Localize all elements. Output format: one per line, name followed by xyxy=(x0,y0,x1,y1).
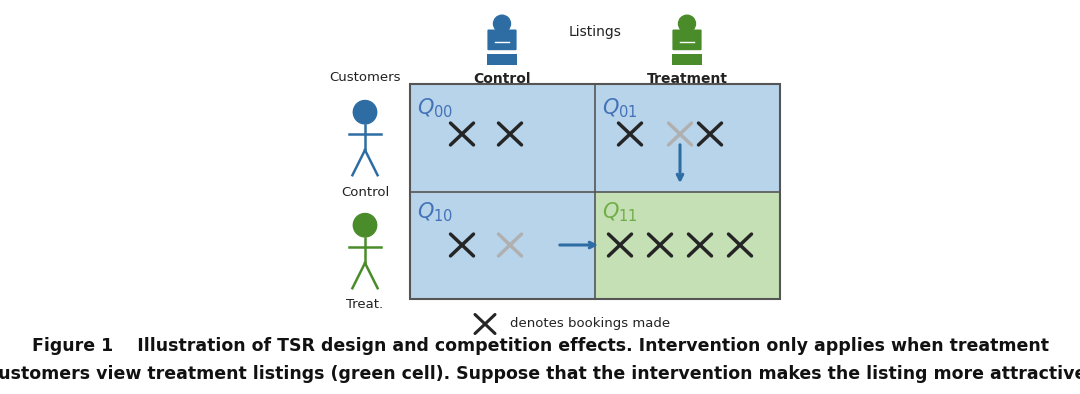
Text: $Q_{10}$: $Q_{10}$ xyxy=(417,200,454,224)
Bar xyxy=(410,84,595,192)
Circle shape xyxy=(353,214,377,237)
Circle shape xyxy=(678,15,696,32)
Text: Customers: Customers xyxy=(329,71,401,84)
Bar xyxy=(595,84,780,192)
Text: $Q_{11}$: $Q_{11}$ xyxy=(602,200,637,224)
Bar xyxy=(410,84,780,299)
FancyBboxPatch shape xyxy=(487,30,516,50)
Text: $Q_{01}$: $Q_{01}$ xyxy=(602,96,637,120)
Text: Figure 1    Illustration of TSR design and competition effects. Intervention onl: Figure 1 Illustration of TSR design and … xyxy=(31,337,1049,355)
Text: Treat.: Treat. xyxy=(347,298,383,311)
Circle shape xyxy=(353,100,377,124)
Text: denotes bookings made: denotes bookings made xyxy=(510,318,670,331)
Text: Control: Control xyxy=(341,186,389,199)
Text: Treatment: Treatment xyxy=(647,72,728,86)
FancyBboxPatch shape xyxy=(487,54,517,65)
Circle shape xyxy=(494,15,511,32)
Bar xyxy=(410,192,595,299)
Text: Control: Control xyxy=(473,72,530,86)
Text: customers view treatment listings (green cell). Suppose that the intervention ma: customers view treatment listings (green… xyxy=(0,365,1080,383)
Text: Listings: Listings xyxy=(568,25,621,39)
Bar xyxy=(595,192,780,299)
FancyBboxPatch shape xyxy=(673,30,702,50)
Text: $Q_{00}$: $Q_{00}$ xyxy=(417,96,454,120)
FancyBboxPatch shape xyxy=(672,54,702,65)
